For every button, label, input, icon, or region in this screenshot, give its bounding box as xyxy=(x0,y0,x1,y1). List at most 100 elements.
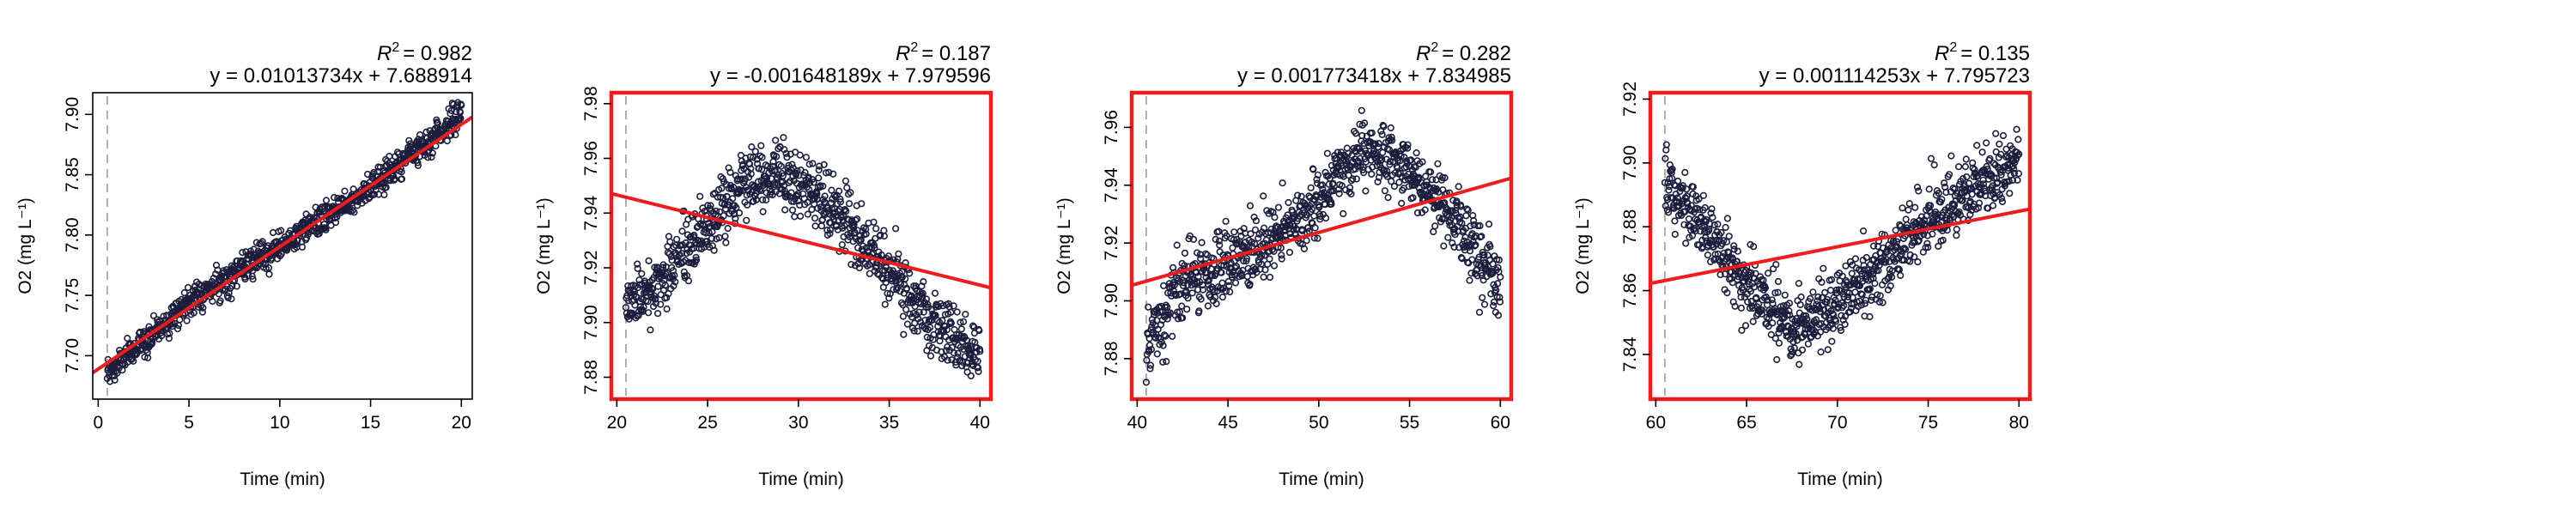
data-point xyxy=(1837,324,1844,331)
data-point xyxy=(743,216,750,224)
data-point xyxy=(1212,300,1220,308)
x-tick-label: 5 xyxy=(184,413,194,433)
data-point xyxy=(819,182,827,190)
data-point xyxy=(721,233,729,240)
data-point xyxy=(1355,159,1363,167)
data-point xyxy=(663,305,671,313)
data-point xyxy=(1146,361,1155,369)
data-point xyxy=(708,234,716,243)
data-point xyxy=(1962,155,1970,163)
y-tick-label: 7.96 xyxy=(581,141,601,176)
data-point xyxy=(716,193,725,201)
data-point xyxy=(915,308,923,316)
data-point xyxy=(1181,262,1188,270)
data-point xyxy=(1375,140,1382,148)
data-point xyxy=(215,290,222,298)
data-point xyxy=(1981,187,1989,195)
data-point xyxy=(1772,261,1780,269)
data-point xyxy=(1173,241,1181,249)
r-squared-exponent: 2 xyxy=(910,40,918,55)
data-point xyxy=(1716,270,1724,279)
y-tick-label: 7.92 xyxy=(1102,226,1121,261)
data-point xyxy=(811,215,819,222)
data-point xyxy=(264,264,273,272)
data-point xyxy=(773,153,781,161)
x-axis-label: Time (min) xyxy=(1797,470,1883,489)
data-point xyxy=(1246,281,1254,288)
data-point xyxy=(1704,251,1711,259)
data-point xyxy=(914,327,921,335)
data-point xyxy=(1996,140,2003,148)
data-point xyxy=(670,282,677,290)
x-tick-label: 55 xyxy=(1400,413,1419,433)
data-point xyxy=(1896,221,1904,229)
y-tick-label: 7.88 xyxy=(1102,341,1121,376)
y-tick-label: 7.80 xyxy=(63,217,82,252)
data-point xyxy=(1323,149,1331,157)
data-point xyxy=(1986,154,1994,162)
data-point xyxy=(1220,262,1228,270)
data-point xyxy=(1358,131,1366,140)
data-point xyxy=(1321,214,1330,222)
data-point xyxy=(2014,176,2021,184)
data-point xyxy=(1823,295,1831,304)
data-point xyxy=(1226,288,1234,296)
data-point xyxy=(1378,155,1386,163)
data-point xyxy=(1247,230,1255,238)
x-tick-label: 45 xyxy=(1218,413,1237,433)
data-point xyxy=(1466,276,1473,284)
data-point xyxy=(350,209,358,216)
data-point xyxy=(684,277,693,285)
data-point xyxy=(717,173,725,181)
data-point xyxy=(1398,199,1406,207)
highlight-frame xyxy=(1648,90,2032,402)
data-point xyxy=(652,295,659,303)
data-point xyxy=(1674,211,1683,220)
data-point xyxy=(1285,198,1292,207)
data-point xyxy=(1832,318,1840,325)
data-point xyxy=(1974,172,1982,179)
data-point xyxy=(1990,160,1998,167)
r-squared-symbol: R xyxy=(896,42,910,65)
data-point xyxy=(414,159,422,167)
data-point xyxy=(428,154,435,161)
data-point xyxy=(802,154,811,161)
data-point xyxy=(380,191,388,198)
data-point xyxy=(166,330,173,337)
data-point xyxy=(808,206,816,214)
data-point xyxy=(1979,180,1988,188)
data-point xyxy=(1939,236,1947,244)
data-point xyxy=(398,175,406,183)
data-point xyxy=(1938,196,1946,203)
data-point xyxy=(1662,202,1669,209)
data-point xyxy=(1230,228,1238,236)
data-point xyxy=(1285,248,1293,257)
data-point xyxy=(1478,272,1485,280)
data-point xyxy=(331,194,338,202)
x-tick-label: 40 xyxy=(970,413,990,433)
data-point xyxy=(1467,270,1475,277)
data-point xyxy=(1790,344,1798,352)
data-point xyxy=(782,149,790,157)
data-point xyxy=(727,185,736,193)
data-point xyxy=(1668,174,1676,182)
data-point xyxy=(692,253,700,262)
data-point xyxy=(866,270,874,277)
data-point xyxy=(758,196,767,203)
panel-4: 60 65 70 75 80 7.84 7.86 7.88 7.90 7.92 Time (min)… xyxy=(1573,40,2032,489)
data-point xyxy=(942,347,950,354)
data-point xyxy=(1699,191,1707,199)
data-point xyxy=(1261,251,1268,259)
data-point xyxy=(1260,273,1267,281)
data-point xyxy=(845,200,854,208)
data-point xyxy=(822,169,830,177)
data-point xyxy=(124,335,131,342)
data-point xyxy=(180,289,188,297)
regression-equation: y = 0.001773418x + 7.834985 xyxy=(1237,64,1511,88)
data-point xyxy=(382,184,390,191)
data-point xyxy=(1380,123,1388,130)
data-point xyxy=(1169,332,1176,341)
data-point xyxy=(1795,360,1803,368)
data-point xyxy=(829,170,837,178)
